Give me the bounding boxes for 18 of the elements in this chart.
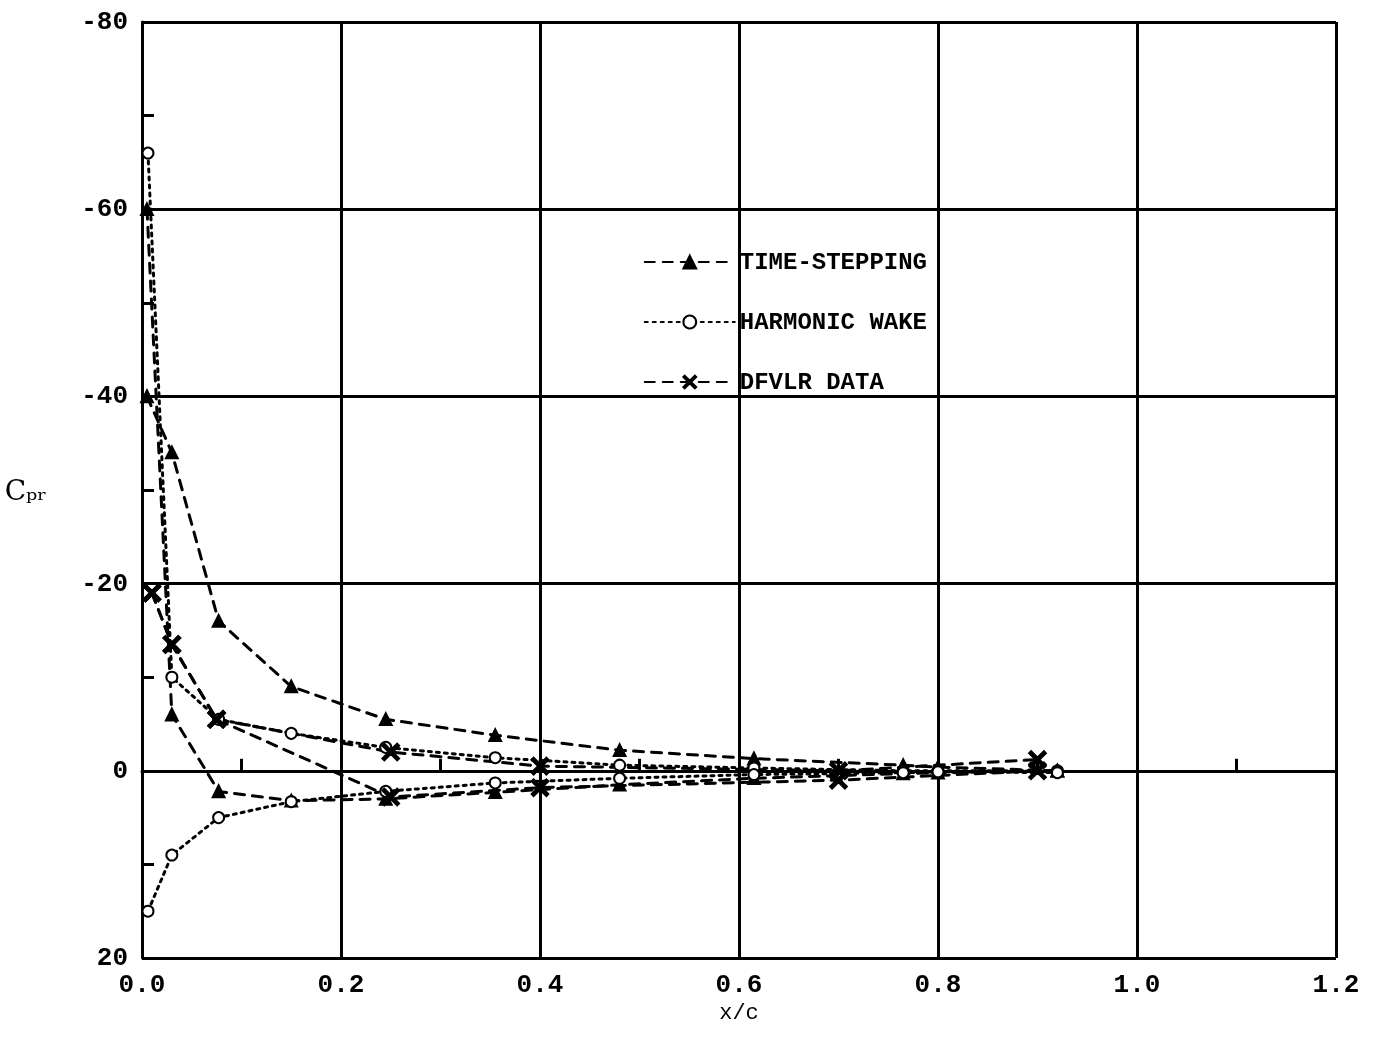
y-tick-label: 20 xyxy=(96,943,128,973)
y-tick-label: -20 xyxy=(81,568,128,599)
x-tick-label: 1.2 xyxy=(1312,970,1360,1000)
legend-label: HARMONIC WAKE xyxy=(739,308,927,336)
y-axis-title: Cₚᵣ xyxy=(4,473,47,507)
x-tick-label: 0.4 xyxy=(516,970,564,1000)
x-tick-label: 0.2 xyxy=(317,970,365,1000)
x-tick-label: 0.8 xyxy=(914,970,962,1000)
y-tick-label: -60 xyxy=(81,194,128,225)
y-tick-label: 0 xyxy=(112,755,128,786)
legend-label: TIME-STEPPING xyxy=(739,248,927,276)
x-tick-label: 1.0 xyxy=(1113,970,1161,1000)
x-tick-label: 0.6 xyxy=(715,970,763,1000)
x-tick-label: 0.0 xyxy=(118,970,166,1000)
y-tick-label: -40 xyxy=(81,381,128,412)
x-axis-title: x/c xyxy=(719,1001,759,1027)
y-tick-label: -80 xyxy=(81,7,128,37)
legend-label: DFVLR DATA xyxy=(739,368,885,396)
